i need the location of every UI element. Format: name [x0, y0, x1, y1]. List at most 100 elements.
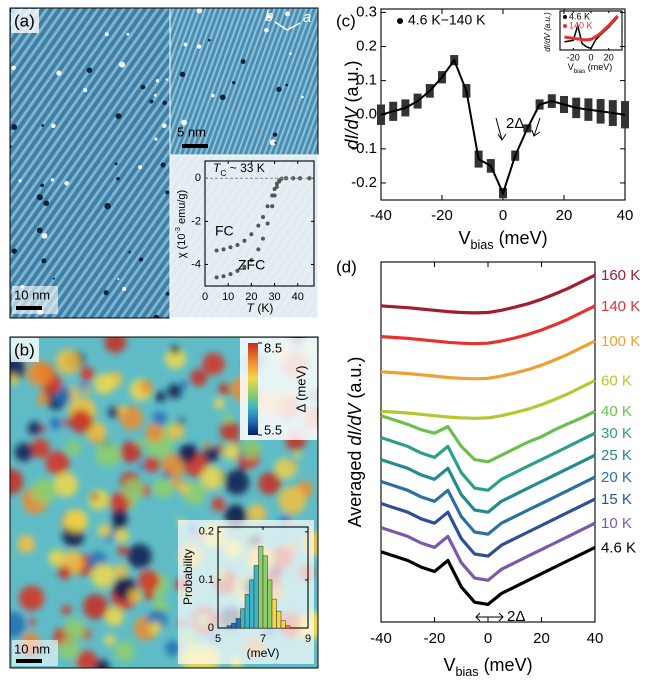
series-line [564, 14, 619, 42]
x-tick-label: 10 [222, 291, 234, 303]
histogram-bar [285, 625, 291, 629]
x-tick-label: 40 [617, 207, 634, 224]
gap-blob [27, 421, 42, 435]
data-point [228, 272, 233, 277]
gap-blob [66, 440, 82, 456]
legend-label: 140 K [569, 20, 593, 30]
y-axis-label-part: (a.u.) [342, 60, 362, 107]
defect-spot [11, 124, 18, 131]
y-tick-label: -0.1 [351, 140, 377, 157]
panel-label: (d) [336, 257, 357, 276]
defect-spot [207, 38, 211, 42]
histogram-inset [178, 520, 314, 664]
histogram-bar [244, 594, 250, 629]
x-tick-label: -40 [370, 207, 392, 224]
gap-blob [200, 466, 224, 490]
series-line [380, 545, 596, 606]
histogram-bar [267, 579, 273, 629]
zoom-inset [169, 8, 318, 156]
defect-spot [276, 86, 282, 93]
gap-blob [91, 493, 99, 501]
gap-blob [234, 439, 241, 446]
y-axis-label-part: Averaged [345, 446, 365, 528]
series-line [380, 304, 596, 346]
series-label: 20 K [601, 469, 632, 486]
defect-spot [181, 119, 187, 126]
series-label: 4.6 K [601, 539, 636, 556]
defect-spot [36, 194, 43, 201]
defect-spot [41, 258, 47, 264]
x-axis-label-part: (meV) [494, 228, 548, 248]
data-point [265, 221, 270, 226]
data-point [291, 176, 296, 181]
gap-blob [211, 497, 226, 512]
series-label: ZFC [238, 257, 265, 273]
defect-spot [153, 93, 157, 97]
gap-blob [10, 611, 27, 638]
histogram-bar [249, 579, 255, 629]
defect-spot [11, 248, 18, 254]
gap-blob [95, 441, 121, 468]
defect-spot [138, 257, 144, 262]
gap-blob [138, 570, 160, 592]
gap-blob [238, 465, 245, 473]
x-axis-label: Vbias (meV) [458, 228, 547, 253]
y-tick-label: 0 [208, 622, 214, 634]
series-label: 100 K [601, 333, 640, 350]
scale-bar-label: 5 nm [177, 124, 206, 139]
x-tick-label: 30 [268, 291, 280, 303]
series-line [380, 475, 596, 536]
defect-spot [272, 132, 278, 137]
y-axis-label-part: emu/g) [176, 190, 188, 227]
defect-spot [11, 65, 16, 71]
defect-spot [285, 11, 291, 17]
histogram-bar [253, 565, 259, 629]
gap-blob [153, 477, 175, 499]
gap-blob [167, 384, 183, 399]
lattice-axis: b [265, 8, 273, 25]
gap-blob [114, 640, 136, 662]
panel-frame [9, 336, 319, 669]
defect-spot [274, 141, 277, 144]
defect-spot [211, 93, 215, 98]
histogram-bar [235, 618, 241, 629]
y-tick-label: 0.1 [356, 72, 377, 89]
defect-spot [119, 61, 126, 68]
series-line [380, 453, 596, 514]
data-point [214, 275, 219, 280]
x-tick-label: 0 [499, 207, 507, 224]
gap-blob [119, 441, 142, 463]
x-axis-label-part: V [443, 655, 455, 675]
data-point [249, 232, 254, 237]
y-tick-label: -4 [191, 258, 201, 270]
defect-spot [155, 79, 160, 83]
gap-blob [164, 347, 187, 370]
x-tick-label: 9 [305, 633, 311, 645]
histogram-bar [280, 620, 286, 629]
annotation-part: T [213, 161, 222, 175]
gap-blob [213, 397, 225, 409]
gap-blob [190, 369, 208, 387]
gap-blob [203, 442, 211, 449]
defect-spot [104, 202, 111, 210]
defect-spot [36, 227, 43, 234]
defect-spot [165, 78, 168, 81]
x-tick-label: 20 [533, 630, 550, 647]
gap-blob [53, 472, 79, 497]
legend-marker [397, 18, 403, 24]
gap-blob [202, 446, 220, 464]
series-label: 10 K [601, 515, 632, 532]
defect-spot [165, 291, 170, 296]
defect-spot [86, 67, 93, 73]
gap-blob [57, 639, 79, 660]
series-label: 40 K [601, 403, 632, 420]
x-axis-label-part: T [247, 301, 256, 315]
defect-spot [43, 200, 50, 206]
x-tick-label: 0 [588, 52, 593, 62]
gap-blob [112, 516, 127, 531]
y-axis-label-part: -3 [174, 227, 182, 233]
gap-blob [27, 360, 53, 387]
x-tick-label: 0 [202, 291, 208, 303]
x-tick-label: 7 [260, 633, 266, 645]
